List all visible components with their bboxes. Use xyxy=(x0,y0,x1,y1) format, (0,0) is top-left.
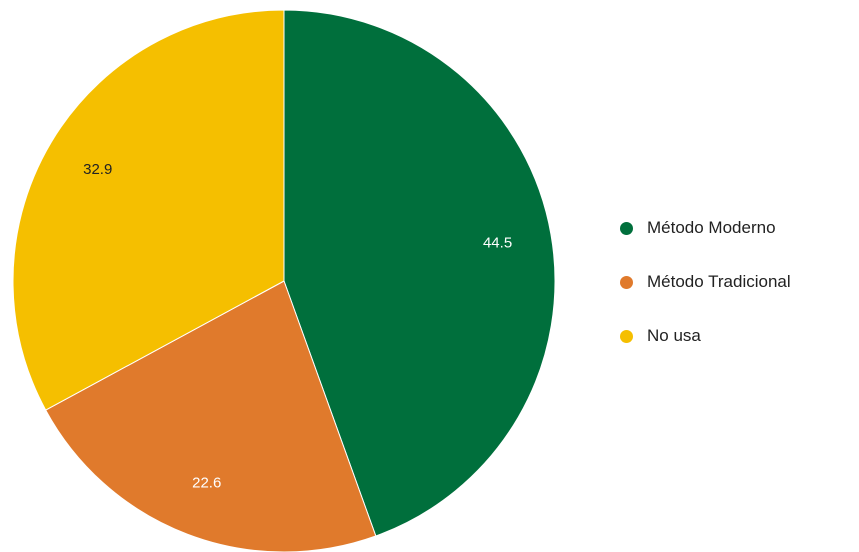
legend-swatch-metodo-tradicional xyxy=(620,275,633,289)
legend: Método Moderno Método Tradicional No usa xyxy=(620,201,855,363)
legend-label: Método Tradicional xyxy=(647,272,791,291)
legend-item: No usa xyxy=(620,309,855,363)
data-label-metodo-tradicional: 22.6 xyxy=(192,475,221,492)
legend-swatch-metodo-moderno xyxy=(620,221,633,235)
legend-label: Método Moderno xyxy=(647,218,776,237)
legend-swatch-no-usa xyxy=(620,329,633,343)
legend-item: Método Moderno xyxy=(620,201,855,255)
pie-slice-metodo-moderno xyxy=(283,9,556,537)
pie-slice-metodo-tradicional xyxy=(45,280,377,552)
legend-item: Método Tradicional xyxy=(620,255,855,309)
pie-plot: 44.5 22.6 32.9 xyxy=(12,9,556,552)
legend-label: No usa xyxy=(647,326,701,345)
data-label-no-usa: 32.9 xyxy=(83,161,112,178)
pie-slice-no-usa xyxy=(12,9,285,411)
data-label-metodo-moderno: 44.5 xyxy=(483,235,512,252)
